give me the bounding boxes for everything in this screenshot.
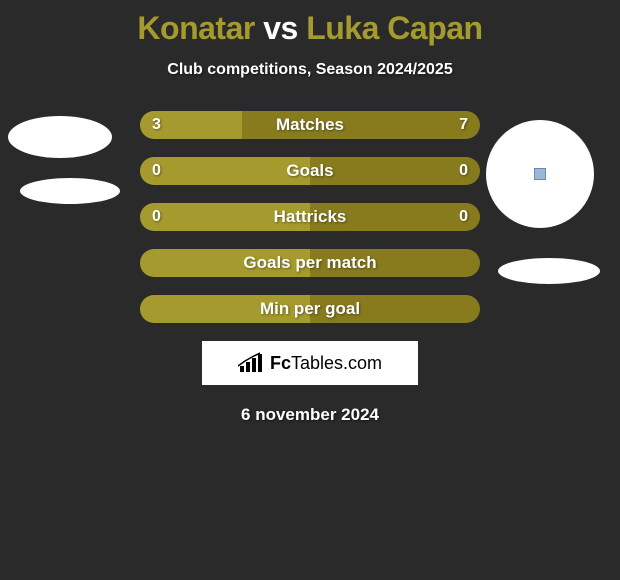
- brand-text: FcTables.com: [270, 353, 382, 374]
- player2-shadow: [498, 258, 600, 284]
- stat-bars: Matches37 Goals00 Hattricks00 Goals per mat…: [140, 111, 480, 323]
- player2-avatar: [486, 120, 594, 228]
- bar-left-segment: [140, 249, 310, 277]
- brand-bold: Fc: [270, 353, 291, 373]
- bar-left-segment: [140, 295, 310, 323]
- player1-name: Konatar: [137, 10, 254, 46]
- bar-right-segment: [310, 157, 480, 185]
- placeholder-icon: [534, 168, 546, 180]
- content-area: Matches37 Goals00 Hattricks00 Goals per mat…: [0, 111, 620, 425]
- subtitle: Club competitions, Season 2024/2025: [0, 61, 620, 79]
- bar-left-segment: [140, 111, 242, 139]
- bar-left-segment: [140, 157, 310, 185]
- stat-row: Goals00: [140, 157, 480, 185]
- stat-row: Min per goal: [140, 295, 480, 323]
- stat-row: Hattricks00: [140, 203, 480, 231]
- date-text: 6 november 2024: [0, 405, 620, 425]
- stat-row: Matches37: [140, 111, 480, 139]
- player2-name: Luka Capan: [306, 10, 482, 46]
- bar-left-segment: [140, 203, 310, 231]
- brand-icon: [238, 352, 264, 374]
- brand-rest: Tables.com: [291, 353, 382, 373]
- vs-text: vs: [263, 10, 298, 46]
- bar-right-segment: [310, 295, 480, 323]
- bar-right-segment: [310, 249, 480, 277]
- bar-right-segment: [310, 203, 480, 231]
- player1-avatar: [8, 116, 112, 158]
- brand-badge: FcTables.com: [202, 341, 418, 385]
- stat-row: Goals per match: [140, 249, 480, 277]
- bar-right-segment: [242, 111, 480, 139]
- player1-shadow: [20, 178, 120, 204]
- comparison-title: Konatar vs Luka Capan: [0, 0, 620, 47]
